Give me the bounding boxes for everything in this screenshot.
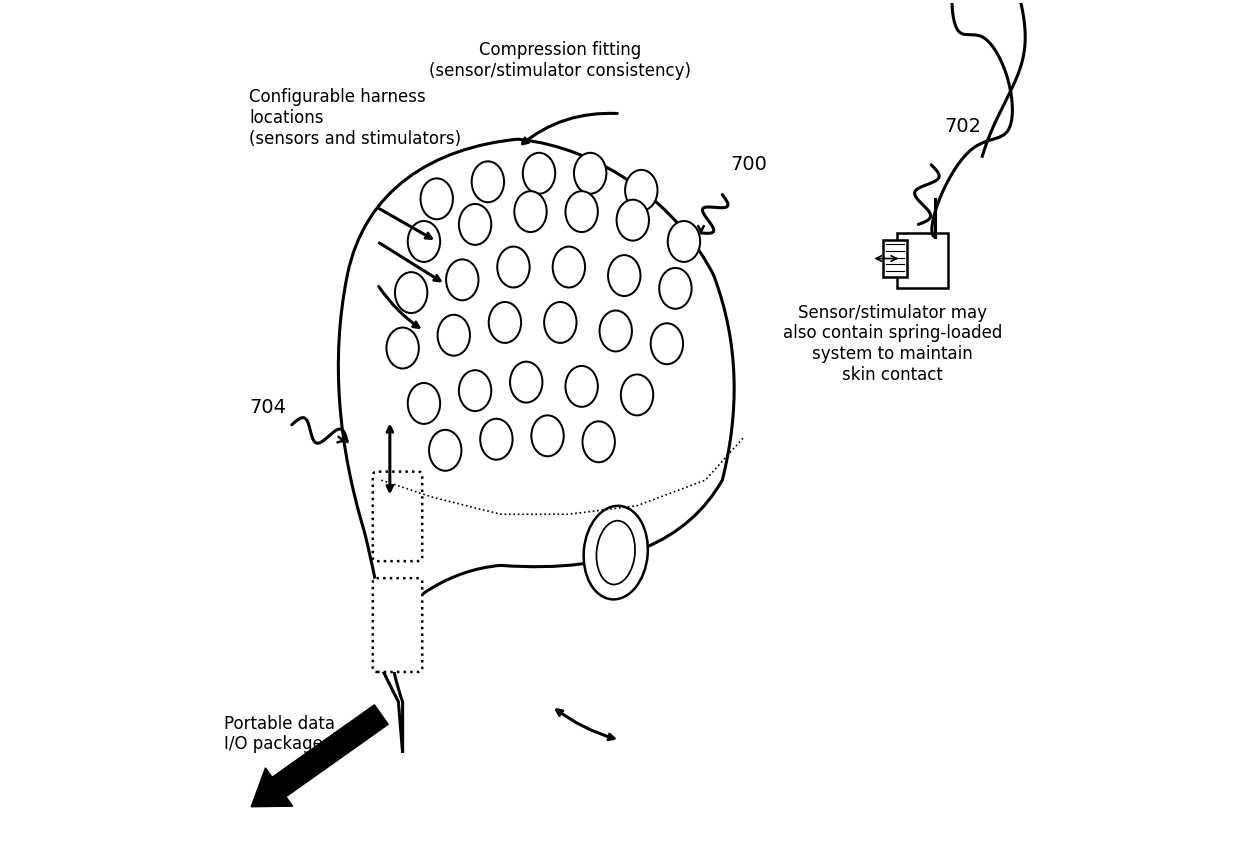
Ellipse shape — [565, 191, 598, 232]
Ellipse shape — [583, 421, 615, 462]
Ellipse shape — [621, 374, 653, 415]
Ellipse shape — [660, 268, 692, 309]
FancyArrow shape — [252, 704, 388, 807]
Ellipse shape — [523, 153, 556, 194]
Ellipse shape — [480, 419, 512, 460]
Ellipse shape — [553, 246, 585, 287]
Text: Sensor/stimulator may
also contain spring-loaded
system to maintain
skin contact: Sensor/stimulator may also contain sprin… — [784, 304, 1002, 384]
Ellipse shape — [608, 255, 640, 296]
FancyBboxPatch shape — [883, 239, 908, 277]
Ellipse shape — [510, 362, 542, 402]
FancyBboxPatch shape — [897, 233, 949, 288]
Ellipse shape — [408, 221, 440, 262]
Ellipse shape — [497, 246, 529, 287]
FancyBboxPatch shape — [373, 472, 423, 561]
Ellipse shape — [489, 302, 521, 343]
Ellipse shape — [438, 315, 470, 356]
Ellipse shape — [408, 383, 440, 424]
Ellipse shape — [459, 204, 491, 245]
Ellipse shape — [625, 170, 657, 211]
Text: Compression fitting
(sensor/stimulator consistency): Compression fitting (sensor/stimulator c… — [429, 41, 692, 80]
Ellipse shape — [574, 153, 606, 194]
Ellipse shape — [667, 221, 701, 262]
Ellipse shape — [420, 178, 453, 220]
FancyBboxPatch shape — [373, 578, 423, 672]
Ellipse shape — [515, 191, 547, 232]
Ellipse shape — [446, 259, 479, 300]
Ellipse shape — [616, 200, 649, 240]
Text: 700: 700 — [730, 155, 768, 174]
Ellipse shape — [565, 366, 598, 407]
Ellipse shape — [584, 506, 647, 600]
Text: Portable data
I/O package: Portable data I/O package — [223, 715, 335, 753]
Ellipse shape — [651, 323, 683, 364]
Ellipse shape — [429, 430, 461, 471]
Ellipse shape — [396, 272, 428, 313]
Ellipse shape — [471, 161, 505, 202]
PathPatch shape — [339, 139, 734, 753]
Ellipse shape — [459, 370, 491, 411]
Text: 704: 704 — [249, 398, 286, 417]
Ellipse shape — [600, 311, 632, 352]
Ellipse shape — [532, 415, 564, 456]
Text: Configurable harness
locations
(sensors and stimulators): Configurable harness locations (sensors … — [249, 88, 461, 148]
Ellipse shape — [387, 328, 419, 368]
Text: 702: 702 — [944, 117, 981, 136]
Ellipse shape — [544, 302, 577, 343]
